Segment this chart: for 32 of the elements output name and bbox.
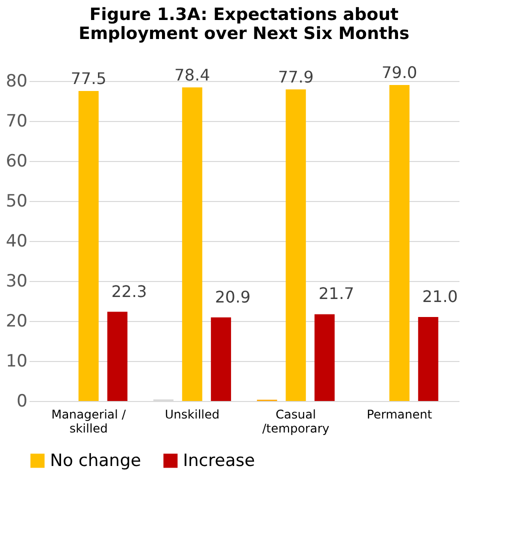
data-label: 78.4 <box>174 65 210 84</box>
data-label: 20.9 <box>214 287 251 306</box>
y-tick-label: 60 <box>6 152 28 172</box>
bar <box>286 89 306 401</box>
bar <box>418 317 438 401</box>
bar <box>78 91 99 401</box>
y-tick-label: 0 <box>16 392 28 412</box>
y-tick-label: 10 <box>6 352 28 372</box>
chart-title: Figure 1.3A: Expectations about Employment over Next Six Months <box>78 5 410 44</box>
bar <box>314 314 335 401</box>
bar <box>389 85 410 401</box>
bar <box>182 87 202 401</box>
legend-label: Increase <box>183 450 255 471</box>
y-tick-label: 20 <box>6 312 28 332</box>
data-label: 77.9 <box>278 67 314 86</box>
data-label: 21.0 <box>422 287 458 306</box>
y-tick-label: 50 <box>6 192 28 212</box>
legend-label: No change <box>50 450 142 471</box>
data-label: 21.7 <box>318 284 354 304</box>
x-tick-label: Unskilled <box>164 408 220 422</box>
data-label: 22.3 <box>111 282 147 301</box>
x-tick-label: Managerial / skilled <box>51 408 127 436</box>
y-tick-label: 30 <box>6 272 28 292</box>
y-tick-label: 70 <box>6 112 28 132</box>
x-tick-label: Casual /temporary <box>262 408 330 436</box>
x-tick-label: Permanent <box>366 408 432 422</box>
data-label: 77.5 <box>70 69 106 88</box>
y-tick-label: 40 <box>6 232 28 252</box>
y-tick-label: 80 <box>6 72 28 92</box>
bar <box>107 312 128 401</box>
data-label: 79.0 <box>382 63 418 82</box>
bar <box>210 317 232 401</box>
